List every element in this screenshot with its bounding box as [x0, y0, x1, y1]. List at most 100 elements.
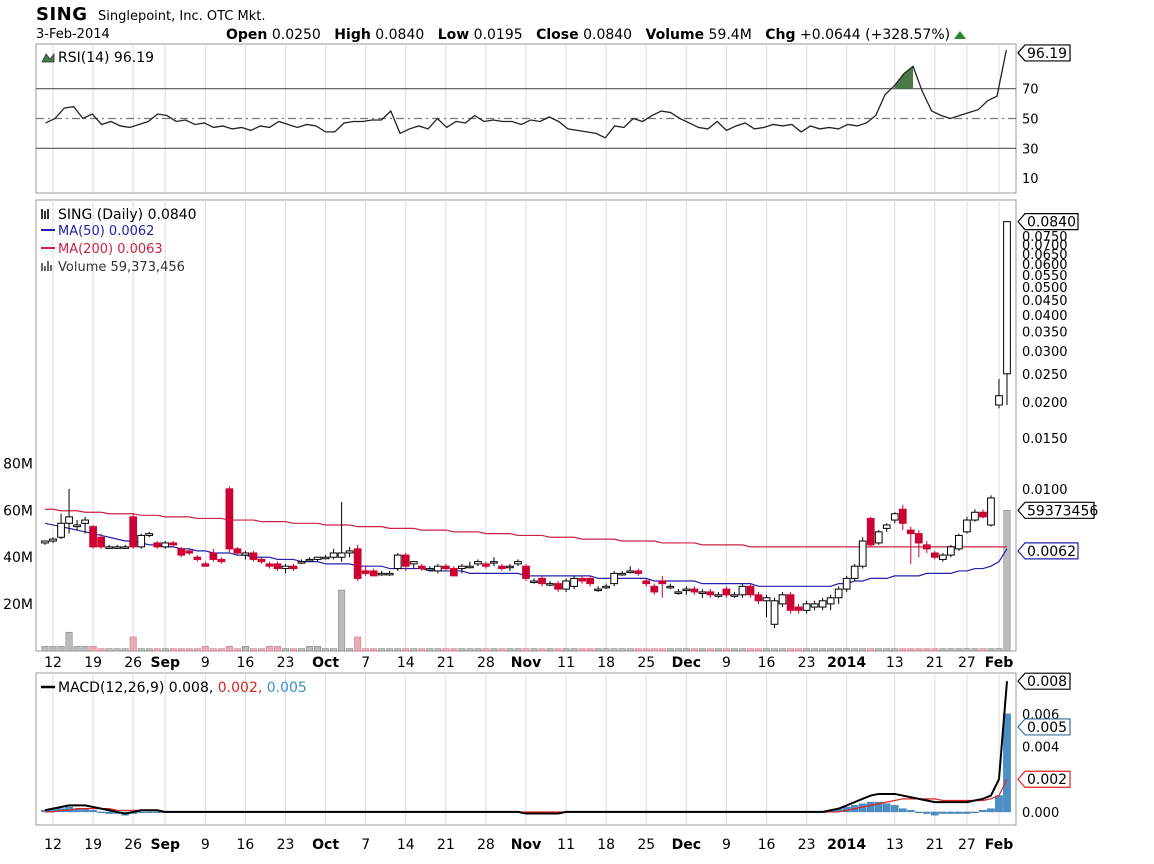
macd-line: [44, 681, 1008, 815]
rsi-tick-label: 50: [1022, 113, 1039, 128]
candle-body: [995, 395, 1003, 406]
candle-body: [682, 588, 691, 592]
volume-bar: [306, 646, 314, 652]
candle-body: [353, 548, 362, 579]
price-tick-label: 0.0350: [1022, 326, 1068, 341]
candle-body: [955, 534, 963, 550]
x-axis-label: 11: [557, 655, 575, 671]
macd-legend-signal: 0.002,: [218, 680, 267, 696]
volume-bar: [963, 648, 971, 652]
macd-histogram-bar: [995, 795, 1003, 813]
volume-bar: [330, 648, 338, 652]
open-label: Open: [226, 27, 268, 43]
x-axis-label: 16: [758, 837, 776, 853]
candle-body: [257, 558, 266, 563]
volume-bar: [145, 648, 153, 652]
volume-bar: [642, 648, 650, 652]
volume-bar: [97, 648, 105, 652]
candle-body: [474, 561, 482, 565]
volume-bar: [298, 648, 306, 652]
candle-body: [265, 563, 274, 567]
macd-legend-main: MACD(12,26,9) 0.008,: [58, 680, 218, 696]
candle-body: [890, 513, 899, 521]
volume-bar: [514, 648, 522, 652]
candle-body: [121, 546, 130, 549]
candle-body: [706, 591, 715, 596]
price-tick-label: 0.0450: [1022, 294, 1068, 309]
macd-histogram-bar: [931, 811, 939, 816]
volume-bar: [193, 648, 201, 652]
candle-body: [153, 542, 162, 548]
volume-bar: [722, 648, 730, 652]
candle-body: [818, 600, 827, 608]
volume-bar: [201, 646, 209, 652]
candle-body: [882, 524, 891, 529]
volume-label: Volume: [645, 27, 705, 43]
price-tick-label: 0.0100: [1022, 483, 1068, 498]
volume-bar: [907, 648, 915, 652]
volume-bar: [899, 648, 907, 652]
volume-bar: [370, 648, 378, 652]
volume-bar: [674, 648, 682, 652]
candle-body: [185, 550, 194, 554]
x-axis-label: 9: [201, 655, 210, 671]
volume-bar: [65, 631, 73, 652]
x-axis-label: 18: [597, 837, 615, 853]
volume-bar: [129, 636, 137, 652]
candle-body: [834, 588, 843, 599]
volume-bar: [426, 648, 434, 652]
candle-body: [345, 550, 354, 554]
open-value: 0.0250: [271, 27, 321, 43]
candle-body: [594, 588, 603, 592]
candle-body: [433, 565, 442, 572]
x-axis-label: 28: [477, 655, 495, 671]
macd-histogram-bar: [971, 811, 979, 813]
volume-bar: [273, 646, 281, 652]
candle-body: [241, 552, 250, 556]
volume-bar: [554, 648, 562, 652]
candle-body: [722, 588, 731, 596]
macd-histogram-bar: [963, 811, 971, 814]
volume-bar: [843, 648, 851, 652]
candle-body: [674, 591, 683, 594]
candle-body: [850, 565, 859, 579]
candle-body: [377, 572, 386, 576]
candle-body: [177, 548, 186, 556]
candle-body: [746, 585, 755, 596]
candle-body: [225, 488, 234, 550]
candle-body: [842, 577, 851, 590]
volume-bar: [867, 648, 875, 652]
x-axis-label: Sep: [150, 837, 180, 853]
volume-bar: [746, 648, 754, 652]
candle-body: [570, 577, 578, 587]
volume-bar: [995, 648, 1003, 652]
rsi-tick-label: 10: [1022, 172, 1039, 187]
volume-tick-label: 60M: [3, 503, 33, 519]
candle-body: [498, 565, 506, 570]
macd-histogram-bar: [874, 801, 883, 813]
rsi-last-label-box: [1017, 44, 1071, 62]
x-axis-label: 26: [124, 655, 142, 671]
macd-histogram-bar: [906, 810, 915, 813]
x-axis-label: 19: [84, 837, 102, 853]
macd-histogram-bar: [939, 811, 947, 814]
candle-body: [522, 565, 530, 579]
volume-bar: [594, 648, 602, 652]
rsi-line: [45, 49, 1007, 139]
x-axis-label: Nov: [511, 655, 541, 671]
volume-bar: [634, 648, 642, 652]
candle-body: [930, 552, 939, 558]
volume-bar: [153, 648, 161, 652]
x-axis-label: 7: [361, 655, 370, 671]
volume-bar: [185, 648, 193, 652]
volume-bar: [947, 648, 955, 652]
macd-signal-label: 0.002: [1027, 772, 1067, 788]
candle-body: [714, 594, 723, 597]
x-axis-label: 11: [557, 837, 575, 853]
ma-value-label-box: [1017, 542, 1079, 560]
candle-body: [281, 565, 290, 570]
volume-bar: [442, 648, 450, 652]
macd-value-label: 0.008: [1027, 674, 1067, 690]
volume-bar: [698, 648, 706, 652]
volume-bar: [322, 648, 330, 652]
